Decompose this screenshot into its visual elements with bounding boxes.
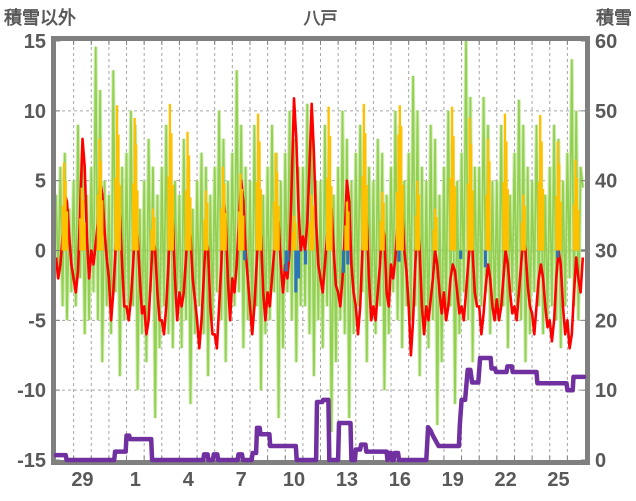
x-tick-label: 22 <box>495 469 517 491</box>
x-tick-label: 1 <box>130 469 141 491</box>
orange-bars <box>61 103 580 251</box>
red-line <box>56 97 585 357</box>
x-tick-label: 7 <box>236 469 247 491</box>
y-right-tick-label: 50 <box>595 101 617 123</box>
y-right-tick-label: 0 <box>595 450 606 472</box>
x-tick-label: 29 <box>71 469 93 491</box>
x-tick-label: 4 <box>183 469 195 491</box>
x-tick-label: 25 <box>547 469 569 491</box>
plot-area <box>56 41 585 433</box>
y-right-tick-label: 10 <box>595 380 617 402</box>
y-left-tick-label: -10 <box>17 380 46 402</box>
x-tick-label: 16 <box>389 469 411 491</box>
y-left-tick-label: 15 <box>24 31 46 53</box>
chart-title: 八戸 <box>303 9 338 28</box>
purple-step-line <box>53 355 587 463</box>
x-tick-label: 10 <box>283 469 305 491</box>
green-line <box>56 41 585 433</box>
right-axis-title: 積雪 <box>596 8 632 28</box>
y-right-tick-label: 60 <box>595 31 617 53</box>
blue-bars <box>243 250 560 293</box>
y-right-tick-label: 40 <box>595 171 617 193</box>
gridlines <box>56 41 585 460</box>
plot-border <box>51 36 590 465</box>
x-tick-label: 13 <box>336 469 358 491</box>
x-tick-label: 19 <box>442 469 464 491</box>
y-left-tick-label: 5 <box>35 171 46 193</box>
y-left-tick-label: 0 <box>35 241 46 263</box>
y-left-tick-label: -15 <box>17 450 46 472</box>
y-left-tick-label: -5 <box>28 310 46 332</box>
y-right-tick-label: 20 <box>595 310 617 332</box>
y-left-tick-label: 10 <box>24 101 46 123</box>
y-right-tick-label: 30 <box>595 241 617 263</box>
left-axis-title: 積雪以外 <box>4 8 76 28</box>
